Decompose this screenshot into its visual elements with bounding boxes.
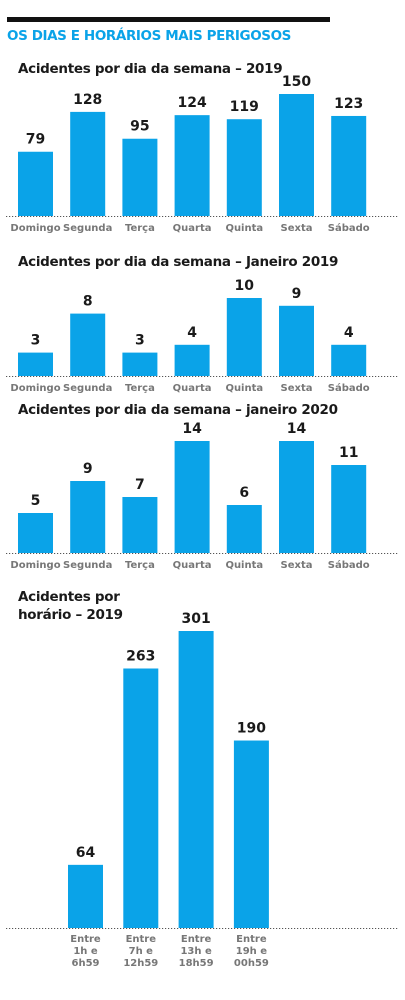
data-label: 10 xyxy=(235,278,255,294)
bar xyxy=(178,631,214,928)
category-label: Sábado xyxy=(328,559,370,571)
infographic-title: OS DIAS E HORÁRIOS MAIS PERIGOSOS xyxy=(7,28,291,44)
bar-chart-weekday-2019: 79 Domingo 128 Segunda 95 Terça 124 Quarta 119 Qu… xyxy=(6,74,399,234)
data-label: 11 xyxy=(339,445,358,461)
bar xyxy=(70,111,106,216)
data-label: 263 xyxy=(126,648,155,664)
data-label: 79 xyxy=(26,132,45,148)
category-label: Quinta xyxy=(225,560,263,571)
category-label: Terça xyxy=(125,383,155,394)
category-label: Quarta xyxy=(173,383,212,394)
category-label: Entre xyxy=(126,934,157,945)
category-label: 13h e xyxy=(180,946,212,957)
data-label: 14 xyxy=(287,421,307,437)
data-label: 8 xyxy=(83,294,93,310)
category-label: Terça xyxy=(125,223,155,234)
category-label: Terça xyxy=(125,560,155,571)
bar xyxy=(331,465,367,553)
data-label: 3 xyxy=(135,333,145,349)
category-label: Entre xyxy=(236,934,267,945)
bar xyxy=(279,305,314,376)
data-label: 7 xyxy=(135,477,145,493)
bar xyxy=(226,298,262,376)
category-label: Sábado xyxy=(328,382,370,394)
bar xyxy=(70,313,106,376)
category-label: Quinta xyxy=(225,383,263,394)
category-label: Domingo xyxy=(10,560,60,571)
category-label: Segunda xyxy=(63,383,112,394)
category-label: Entre xyxy=(70,934,101,945)
category-label: 1h e xyxy=(73,946,98,957)
data-label: 5 xyxy=(31,493,41,509)
bar xyxy=(18,352,53,376)
category-label: 00h59 xyxy=(234,958,269,969)
data-label: 64 xyxy=(76,845,96,861)
chart-title: Acidentes por xyxy=(18,589,120,605)
bar xyxy=(70,481,106,553)
data-label: 301 xyxy=(181,611,210,627)
bar xyxy=(233,740,269,928)
bar xyxy=(122,138,158,216)
bar xyxy=(174,115,210,216)
data-label: 4 xyxy=(187,325,197,341)
data-label: 190 xyxy=(237,721,266,737)
bar xyxy=(68,864,103,928)
bar xyxy=(18,513,53,553)
data-label: 6 xyxy=(239,485,249,501)
category-label: 6h59 xyxy=(72,958,100,969)
data-label: 14 xyxy=(182,421,202,437)
data-label: 123 xyxy=(334,96,363,112)
data-label: 3 xyxy=(31,333,41,349)
bar xyxy=(279,441,314,553)
bar xyxy=(226,505,262,553)
data-label: 128 xyxy=(73,92,102,108)
chart-title: Acidentes por dia da semana – janeiro 20… xyxy=(18,402,338,418)
category-label: Quarta xyxy=(173,560,212,571)
bar xyxy=(279,94,314,216)
bar xyxy=(331,115,367,216)
bar xyxy=(174,344,210,376)
bar xyxy=(122,497,158,553)
data-label: 119 xyxy=(230,99,259,115)
category-label: Domingo xyxy=(10,383,60,394)
bar xyxy=(331,344,367,376)
category-label: Quarta xyxy=(173,223,212,234)
category-label: Sexta xyxy=(281,223,313,234)
category-label: Segunda xyxy=(63,223,112,234)
category-label: 19h e xyxy=(236,946,268,957)
data-label: 124 xyxy=(177,95,206,111)
bar xyxy=(122,352,158,376)
chart-title: Acidentes por dia da semana – 2019 xyxy=(18,61,283,77)
category-label: Sexta xyxy=(281,560,313,571)
data-label: 95 xyxy=(130,119,149,135)
chart-title: Acidentes por dia da semana – Janeiro 20… xyxy=(18,254,339,270)
category-label: Entre xyxy=(181,934,212,945)
bar xyxy=(18,151,53,216)
category-label: 7h e xyxy=(129,946,154,957)
data-label: 150 xyxy=(282,74,311,90)
category-label: 12h59 xyxy=(123,958,158,969)
bar-chart-weekday-jan-2020: 5 Domingo 9 Segunda 7 Terça 14 Quarta 6 Quinta 14 S… xyxy=(6,421,399,571)
bar xyxy=(226,119,262,216)
category-label: Quinta xyxy=(225,223,263,234)
chart-title: horário – 2019 xyxy=(18,607,123,623)
data-label: 9 xyxy=(83,461,93,477)
category-label: Sexta xyxy=(281,383,313,394)
bar xyxy=(174,441,210,553)
bar xyxy=(123,668,159,928)
data-label: 4 xyxy=(344,325,354,341)
header-rule xyxy=(7,17,330,22)
category-label: 18h59 xyxy=(179,958,214,969)
category-label: Domingo xyxy=(10,223,60,234)
category-label: Segunda xyxy=(63,560,112,571)
data-label: 9 xyxy=(292,286,302,302)
category-label: Sábado xyxy=(328,222,370,234)
bar-chart-weekday-jan-2019: 3 Domingo 8 Segunda 3 Terça 4 Quarta 10 Quinta 9 Se… xyxy=(6,278,399,394)
